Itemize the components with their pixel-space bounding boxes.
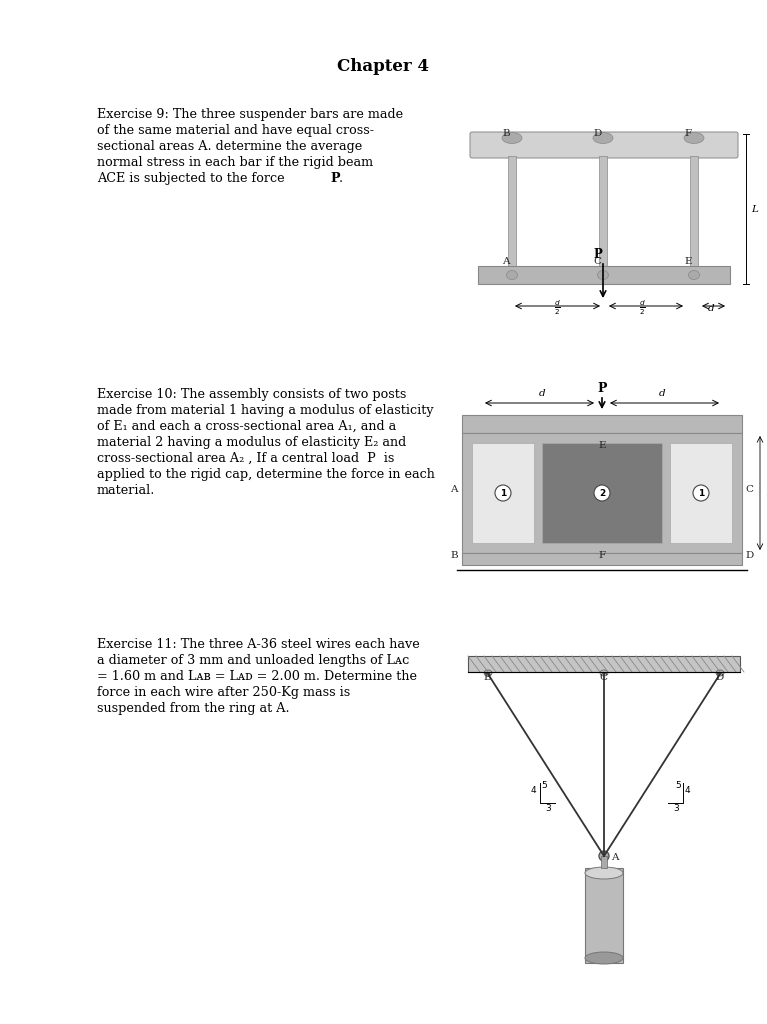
Text: suspended from the ring at A.: suspended from the ring at A.: [97, 702, 290, 715]
Text: force in each wire after 250-Kg mass is: force in each wire after 250-Kg mass is: [97, 686, 351, 699]
Text: d: d: [538, 389, 545, 398]
Bar: [508, 156, 516, 266]
Ellipse shape: [693, 485, 709, 501]
Text: Exercise 10: The assembly consists of two posts: Exercise 10: The assembly consists of tw…: [97, 388, 407, 401]
Text: made from material 1 having a modulus of elasticity: made from material 1 having a modulus of…: [97, 404, 433, 417]
Text: P: P: [330, 172, 340, 185]
Text: a diameter of 3 mm and unloaded lengths of Lᴀᴄ: a diameter of 3 mm and unloaded lengths …: [97, 654, 410, 667]
Text: P: P: [597, 382, 607, 395]
Text: A: A: [502, 257, 509, 266]
Text: material.: material.: [97, 484, 156, 497]
Bar: [478, 266, 730, 284]
Text: E: E: [684, 257, 692, 266]
Bar: [468, 656, 740, 672]
Text: C: C: [745, 484, 753, 494]
Bar: [670, 443, 732, 543]
Bar: [472, 443, 534, 543]
Bar: [462, 433, 742, 553]
Text: D: D: [745, 552, 753, 560]
Ellipse shape: [597, 270, 608, 280]
Text: D: D: [715, 673, 723, 682]
Text: C: C: [593, 257, 601, 266]
Text: Exercise 11: The three A-36 steel wires each have: Exercise 11: The three A-36 steel wires …: [97, 638, 420, 651]
Text: L: L: [751, 205, 758, 213]
Text: F: F: [684, 129, 691, 138]
Text: B: B: [483, 673, 491, 682]
Text: sectional areas A. determine the average: sectional areas A. determine the average: [97, 140, 362, 153]
Ellipse shape: [506, 270, 518, 280]
Ellipse shape: [684, 132, 704, 143]
Text: .: .: [339, 172, 343, 185]
Ellipse shape: [495, 485, 511, 501]
Text: d: d: [708, 304, 714, 313]
Text: D: D: [593, 129, 601, 138]
Ellipse shape: [716, 670, 724, 676]
Text: P: P: [593, 248, 602, 261]
Text: applied to the rigid cap, determine the force in each: applied to the rigid cap, determine the …: [97, 468, 435, 481]
Text: material 2 having a modulus of elasticity E₂ and: material 2 having a modulus of elasticit…: [97, 436, 407, 449]
Text: A: A: [611, 853, 618, 862]
Text: ACE is subjected to the force: ACE is subjected to the force: [97, 172, 288, 185]
Bar: [462, 415, 742, 433]
Text: 5: 5: [675, 781, 681, 790]
Text: A: A: [450, 484, 457, 494]
Ellipse shape: [599, 851, 609, 861]
Text: L: L: [766, 488, 767, 498]
Text: 1: 1: [500, 488, 506, 498]
Text: normal stress in each bar if the rigid beam: normal stress in each bar if the rigid b…: [97, 156, 373, 169]
Text: Chapter 4: Chapter 4: [337, 58, 429, 75]
Text: $\frac{d}{2}$: $\frac{d}{2}$: [554, 299, 561, 317]
Ellipse shape: [689, 270, 700, 280]
Text: 2: 2: [599, 488, 605, 498]
Bar: [585, 868, 623, 963]
Text: B: B: [502, 129, 509, 138]
Text: F: F: [598, 552, 605, 560]
Text: of E₁ and each a cross-sectional area A₁, and a: of E₁ and each a cross-sectional area A₁…: [97, 420, 397, 433]
FancyBboxPatch shape: [470, 132, 738, 158]
Bar: [601, 856, 607, 868]
Text: 4: 4: [531, 786, 537, 795]
Bar: [542, 443, 662, 543]
Ellipse shape: [600, 670, 608, 676]
Text: B: B: [450, 552, 458, 560]
Text: 5: 5: [541, 781, 547, 790]
Text: cross-sectional area A₂ , If a central load  P  is: cross-sectional area A₂ , If a central l…: [97, 452, 394, 465]
Text: 3: 3: [545, 804, 551, 813]
Text: 3: 3: [673, 804, 679, 813]
Ellipse shape: [502, 132, 522, 143]
Ellipse shape: [593, 132, 613, 143]
Text: d: d: [659, 389, 665, 398]
Ellipse shape: [585, 952, 623, 964]
Text: C: C: [599, 673, 607, 682]
Text: $\frac{d}{2}$: $\frac{d}{2}$: [639, 299, 645, 317]
Ellipse shape: [484, 670, 492, 676]
Text: 1: 1: [698, 488, 704, 498]
Bar: [462, 553, 742, 565]
Text: Exercise 9: The three suspender bars are made: Exercise 9: The three suspender bars are…: [97, 108, 403, 121]
Text: 4: 4: [685, 786, 690, 795]
Ellipse shape: [594, 485, 610, 501]
Bar: [690, 156, 698, 266]
Bar: [599, 156, 607, 266]
Ellipse shape: [585, 867, 623, 879]
Text: of the same material and have equal cross-: of the same material and have equal cros…: [97, 124, 374, 137]
Text: = 1.60 m and Lᴀʙ = Lᴀᴅ = 2.00 m. Determine the: = 1.60 m and Lᴀʙ = Lᴀᴅ = 2.00 m. Determi…: [97, 670, 417, 683]
Text: E: E: [598, 440, 605, 450]
